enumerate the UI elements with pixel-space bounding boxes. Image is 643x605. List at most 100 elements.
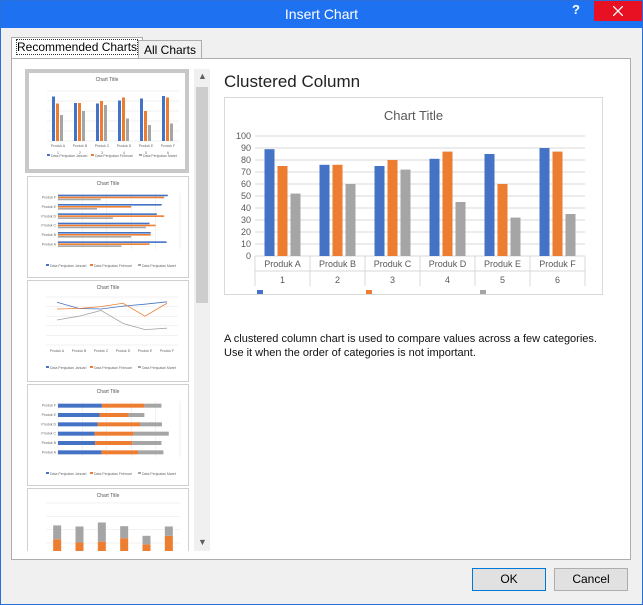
thumb-x-number: 3	[101, 151, 103, 155]
thumb-bar	[97, 422, 140, 427]
y-tick-label: 100	[236, 131, 251, 141]
x-tick-number: 1	[280, 275, 285, 285]
y-tick-label: 10	[241, 239, 251, 249]
close-button[interactable]	[594, 1, 642, 21]
thumb-bar	[58, 234, 151, 236]
thumb-legend-label: Data Penjualan Februari	[94, 366, 132, 370]
thumb-y-label: Produk B	[42, 441, 57, 445]
thumb-x-number: 6	[167, 151, 169, 155]
thumb-legend-swatch	[46, 366, 49, 368]
x-tick-label: Produk F	[539, 259, 576, 269]
thumb-bar	[58, 222, 150, 225]
thumb-bar	[75, 526, 84, 543]
y-tick-label: 40	[241, 203, 251, 213]
thumb-bar	[142, 544, 151, 551]
thumb-legend-label: Data Penjualan Februari	[95, 154, 133, 158]
thumb-legend-swatch	[90, 472, 93, 474]
x-tick-number: 3	[390, 275, 395, 285]
legend-swatch	[366, 290, 372, 296]
thumb-x-number: 5	[145, 151, 147, 155]
y-tick-label: 30	[241, 215, 251, 225]
thumb-bar	[58, 441, 96, 445]
thumb-bar	[78, 103, 81, 141]
thumb-bar	[128, 413, 145, 417]
cancel-button[interactable]: Cancel	[554, 568, 628, 591]
thumb-stacked-bar[interactable]: Chart Title Produk F Produk E Produk D Prod…	[27, 384, 189, 486]
thumb-bar	[58, 232, 151, 234]
thumb-bar	[139, 422, 162, 427]
thumb-bar	[170, 123, 173, 141]
thumb-legend-label: Data Penjualan Februari	[94, 264, 132, 268]
scroll-up-icon[interactable]: ▲	[198, 71, 207, 81]
x-tick-label: Produk C	[374, 259, 412, 269]
bar	[277, 166, 288, 256]
tab-recommended-charts[interactable]: Recommended Charts	[11, 37, 144, 59]
thumb-y-label: Produk C	[41, 432, 56, 436]
ok-button[interactable]: OK	[472, 568, 546, 591]
x-tick-label: Produk E	[484, 259, 521, 269]
thumb-legend-swatch	[138, 472, 141, 474]
thumb-x-label: Produk B	[73, 144, 88, 148]
thumb-bar	[164, 535, 173, 551]
thumb-y-label: Produk A	[42, 450, 57, 454]
thumb-clustered-bar-preview: Produk F Produk E Produk D Produk C Produk B…	[41, 193, 181, 268]
thumb-line[interactable]: Chart Title Produk A Produk B Produk C Prod…	[27, 280, 189, 382]
thumb-x-label: Produk F	[160, 349, 174, 353]
description-line-2: Use it when the order of categories is n…	[224, 347, 476, 359]
thumb-legend-swatch	[90, 264, 93, 266]
thumb-bar	[58, 198, 101, 201]
bar	[497, 184, 508, 256]
bar	[455, 202, 466, 256]
thumb-bar	[58, 224, 156, 227]
tab-label: Recommended Charts	[15, 39, 139, 55]
x-tick-label: Produk A	[264, 259, 301, 269]
y-tick-label: 0	[246, 251, 251, 261]
thumb-y-label: Produk A	[42, 242, 57, 246]
thumb-y-label: Produk B	[42, 233, 57, 237]
scroll-thumb[interactable]	[196, 87, 208, 303]
thumb-bar	[148, 125, 151, 141]
thumb-x-label: Produk D	[116, 349, 131, 353]
thumb-bar	[52, 96, 55, 141]
thumb-stacked-bar-preview: Produk F Produk E Produk D Produk C Produk B…	[41, 401, 181, 476]
thumb-x-label: Produk D	[117, 144, 132, 148]
thumb-legend-label: Data Penjualan Maret	[143, 154, 177, 158]
thumb-bar	[56, 103, 59, 141]
thumb-y-label: Produk F	[42, 404, 56, 408]
thumb-legend-label: Data Penjualan Februari	[94, 472, 132, 476]
y-tick-label: 70	[241, 167, 251, 177]
thumb-bar	[164, 526, 173, 536]
tab-all-charts[interactable]: All Charts	[138, 40, 203, 60]
bar	[400, 169, 411, 256]
thumb-x-label: Produk C	[95, 144, 110, 148]
thumb-bar	[101, 450, 139, 455]
bar	[552, 151, 563, 256]
thumb-legend-swatch	[138, 264, 141, 266]
bar	[442, 151, 453, 256]
y-tick-label: 60	[241, 179, 251, 189]
thumb-bar	[58, 213, 157, 215]
thumb-clustered-bar[interactable]: Chart Title Produk F Produk E Produk D Prod…	[27, 176, 189, 278]
scroll-down-icon[interactable]: ▼	[198, 537, 207, 547]
bar	[374, 166, 385, 256]
thumb-bar	[101, 403, 145, 408]
thumb-y-label: Produk E	[42, 205, 57, 209]
thumb-bar	[82, 111, 85, 141]
thumb-bar	[58, 241, 167, 243]
legend-swatch	[257, 290, 263, 296]
thumb-title: Chart Title	[96, 181, 120, 187]
chart-title: Chart Title	[384, 108, 443, 123]
thumbnail-scrollbar[interactable]: ▲ ▼	[194, 69, 210, 551]
help-icon[interactable]: ?	[572, 2, 580, 17]
bar	[565, 214, 576, 256]
thumb-bar	[144, 403, 162, 408]
thumb-bar	[58, 236, 132, 238]
thumb-bar	[140, 98, 143, 141]
thumb-x-label: Produk C	[94, 349, 109, 353]
thumb-stacked-column[interactable]: Chart Title	[27, 488, 189, 551]
thumb-line-series	[56, 310, 168, 331]
